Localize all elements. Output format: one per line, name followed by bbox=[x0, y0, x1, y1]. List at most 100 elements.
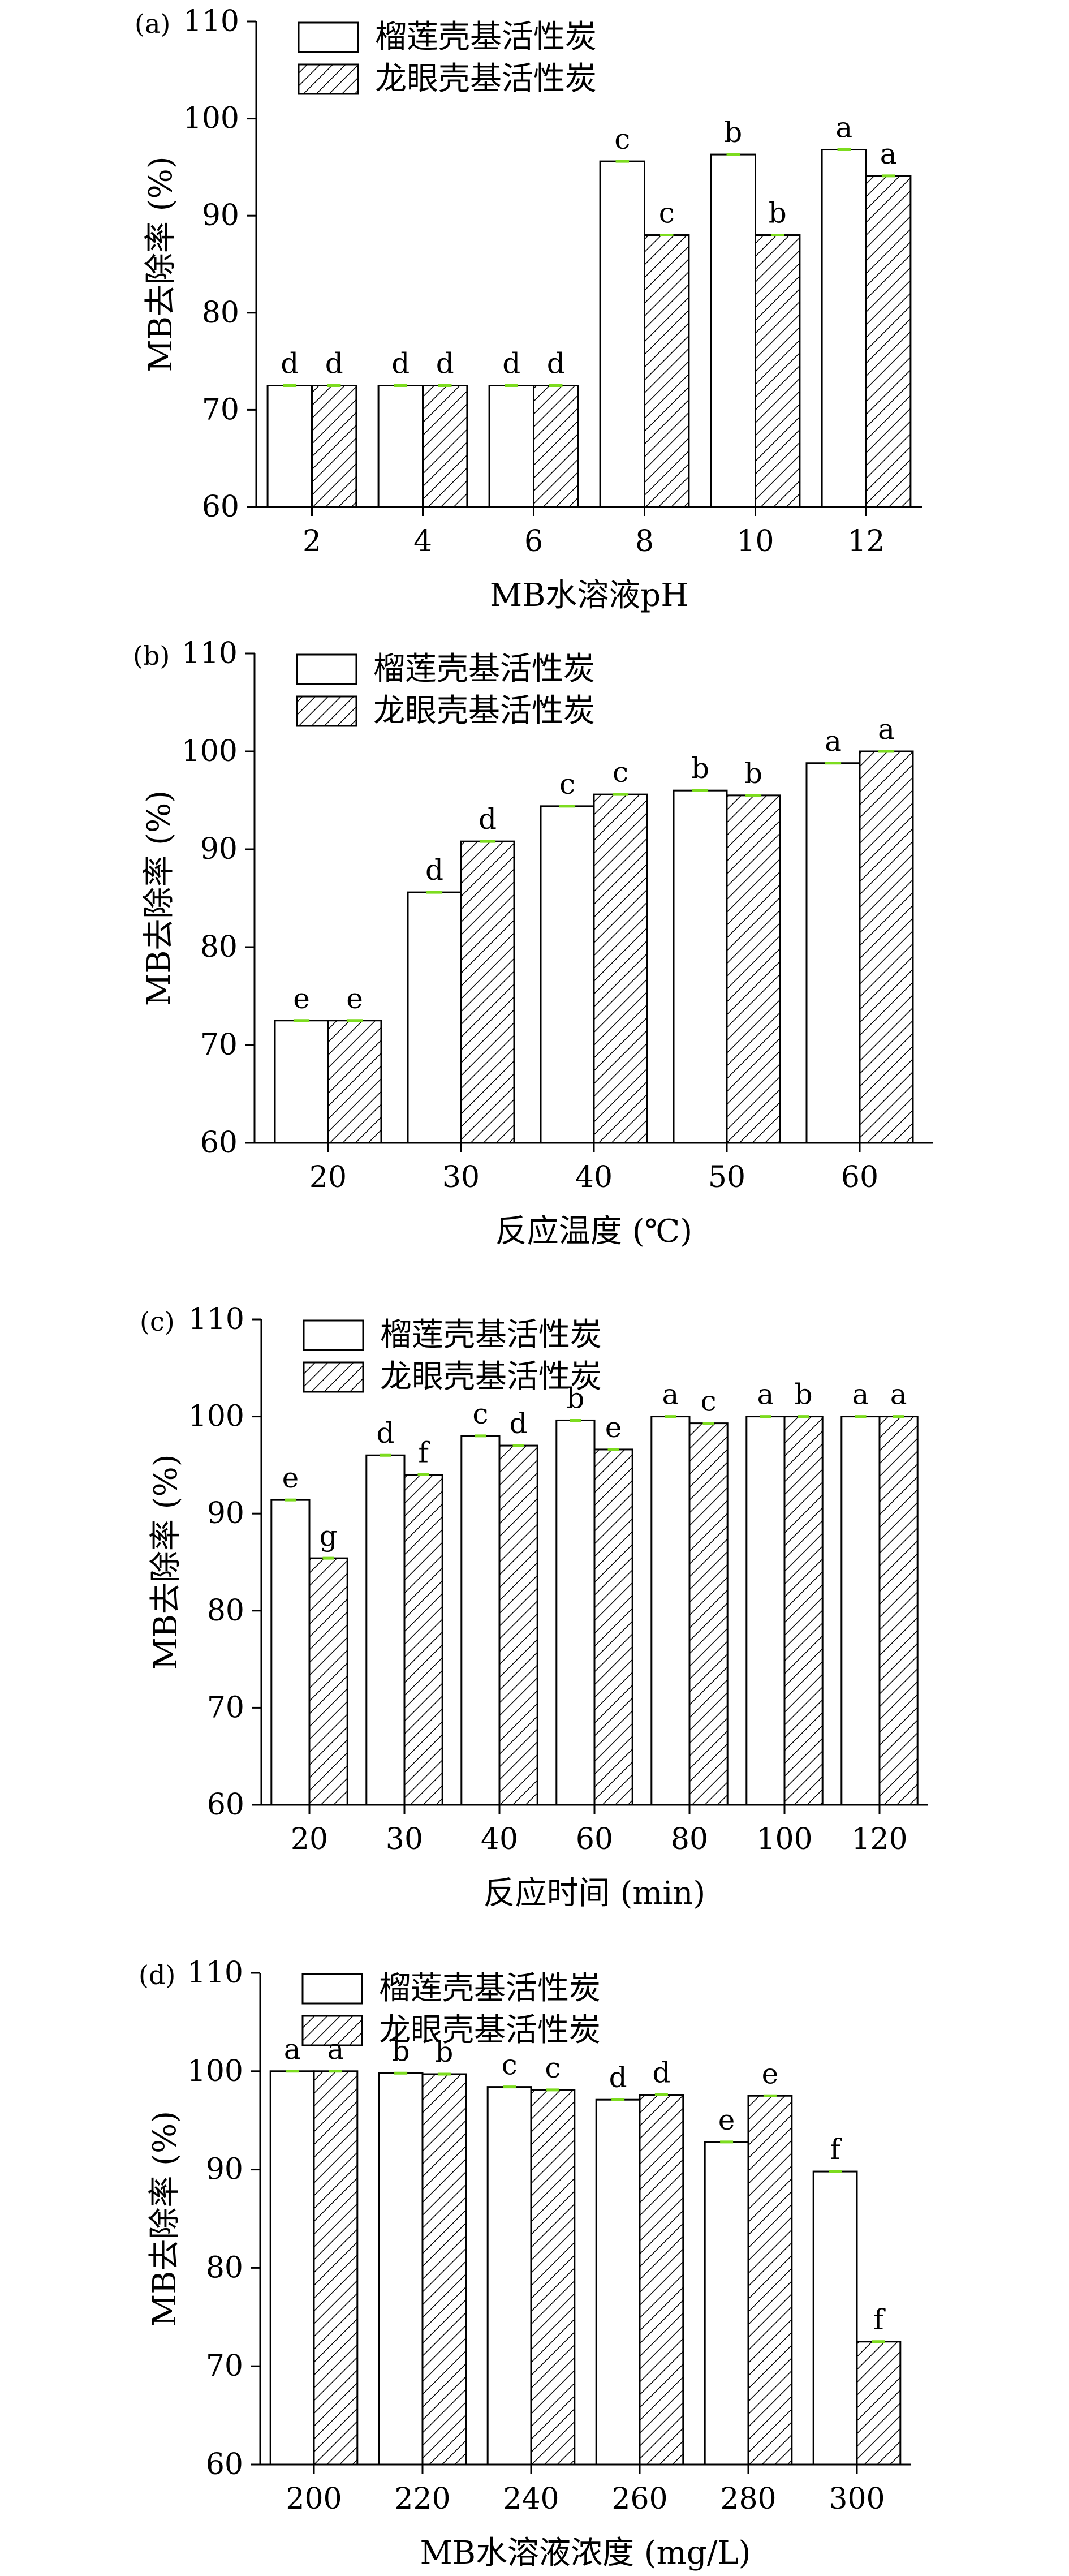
x-tick-label: 4 bbox=[413, 524, 432, 558]
significance-letter: c bbox=[614, 123, 630, 156]
y-tick-label: 80 bbox=[206, 2251, 243, 2285]
legend-swatch-durian bbox=[298, 21, 359, 53]
y-axis-title: MB去除率 (%) bbox=[143, 156, 179, 372]
x-tick-label: 40 bbox=[575, 1160, 613, 1194]
significance-letter: c bbox=[472, 1397, 488, 1430]
legend-swatch-durian bbox=[296, 653, 357, 685]
y-tick-label: 60 bbox=[206, 2448, 243, 2482]
significance-letter: a bbox=[757, 1378, 774, 1411]
bar-durian bbox=[673, 789, 728, 1144]
significance-letter: e bbox=[293, 982, 310, 1015]
y-tick-label: 70 bbox=[202, 393, 239, 427]
x-tick-label: 200 bbox=[286, 2482, 342, 2516]
x-axis-title: 反应温度 (℃) bbox=[495, 1213, 692, 1250]
significance-letter: e bbox=[718, 2104, 735, 2136]
bar-durian bbox=[460, 1435, 501, 1806]
bar-longan bbox=[308, 1557, 348, 1806]
bar-longan bbox=[403, 1474, 443, 1806]
bar-longan bbox=[311, 385, 357, 508]
bar-durian bbox=[805, 762, 861, 1144]
significance-letter: b bbox=[769, 197, 787, 230]
legend-swatch-durian bbox=[303, 1319, 364, 1351]
bar-durian bbox=[840, 1416, 881, 1806]
significance-letter: c bbox=[659, 197, 675, 230]
bar-longan bbox=[688, 1422, 729, 1806]
x-tick-label: 6 bbox=[524, 524, 543, 558]
x-tick-label: 30 bbox=[386, 1822, 423, 1856]
significance-letter: c bbox=[502, 2049, 518, 2082]
x-tick-label: 280 bbox=[720, 2482, 776, 2516]
bar-durian bbox=[650, 1416, 691, 1806]
significance-letter: a bbox=[878, 713, 895, 746]
significance-letter: b bbox=[691, 752, 709, 785]
bar-durian bbox=[704, 2141, 749, 2466]
bar-durian bbox=[266, 385, 313, 508]
y-tick-label: 60 bbox=[202, 490, 239, 524]
bar-durian bbox=[595, 2098, 641, 2466]
legend-label-durian: 榴莲壳基活性炭 bbox=[379, 1970, 601, 2007]
legend-swatch-longan bbox=[303, 1361, 364, 1393]
significance-letter: e bbox=[605, 1411, 622, 1444]
y-tick-label: 70 bbox=[207, 1691, 244, 1724]
significance-letter: d bbox=[281, 347, 299, 380]
y-tick-label: 80 bbox=[200, 930, 238, 964]
legend-label-longan: 龙眼壳基活性炭 bbox=[380, 1358, 602, 1395]
chart-panel-b: (b) e e 20 d d 30 c c 40 b b 50 a a 60 60 70 80 90 100 110 反应温… bbox=[133, 637, 933, 1250]
y-tick-label: 110 bbox=[187, 1956, 243, 1990]
significance-letter: a bbox=[284, 2033, 301, 2066]
significance-letter: c bbox=[559, 768, 575, 801]
x-tick-label: 12 bbox=[847, 524, 885, 558]
x-tick-label: 260 bbox=[611, 2482, 667, 2516]
significance-letter: e bbox=[346, 982, 363, 1015]
bar-longan bbox=[639, 2094, 684, 2466]
bar-durian bbox=[821, 149, 867, 508]
significance-letter: a bbox=[825, 725, 842, 758]
y-tick-label: 110 bbox=[182, 637, 238, 670]
bar-longan bbox=[783, 1416, 824, 1806]
x-tick-label: 20 bbox=[309, 1160, 347, 1194]
bar-longan bbox=[644, 234, 690, 508]
y-tick-label: 110 bbox=[188, 1302, 244, 1336]
bar-longan bbox=[313, 2070, 359, 2466]
x-tick-label: 8 bbox=[635, 524, 654, 558]
x-tick-label: 10 bbox=[736, 524, 774, 558]
bar-durian bbox=[407, 891, 462, 1144]
bar-durian bbox=[540, 805, 595, 1144]
panel-label: (c) bbox=[140, 1306, 175, 1337]
x-tick-label: 40 bbox=[481, 1822, 518, 1856]
legend-swatch-longan bbox=[301, 2015, 363, 2046]
bar-longan bbox=[593, 1448, 633, 1806]
y-tick-label: 100 bbox=[183, 102, 239, 136]
significance-letter: d bbox=[376, 1417, 394, 1450]
bar-durian bbox=[710, 153, 756, 508]
y-tick-label: 100 bbox=[182, 734, 238, 768]
y-tick-label: 80 bbox=[202, 296, 239, 330]
bar-durian bbox=[486, 2086, 532, 2466]
x-tick-label: 100 bbox=[756, 1822, 812, 1856]
significance-letter: d bbox=[436, 347, 454, 380]
x-tick-label: 240 bbox=[503, 2482, 559, 2516]
bar-durian bbox=[270, 1499, 311, 1806]
bar-longan bbox=[422, 385, 468, 508]
y-tick-label: 70 bbox=[200, 1028, 238, 1062]
bar-longan bbox=[747, 2095, 793, 2466]
legend-swatch-longan bbox=[298, 63, 359, 95]
legend-label-durian: 榴莲壳基活性炭 bbox=[375, 19, 597, 55]
y-tick-label: 80 bbox=[207, 1594, 244, 1628]
x-tick-label: 300 bbox=[829, 2482, 885, 2516]
bar-durian bbox=[555, 1419, 596, 1806]
y-tick-label: 90 bbox=[202, 199, 239, 233]
bar-durian bbox=[812, 2170, 858, 2466]
legend-label-longan: 龙眼壳基活性炭 bbox=[379, 2012, 601, 2049]
significance-letter: b bbox=[724, 116, 742, 149]
legend-label-longan: 龙眼壳基活性炭 bbox=[375, 61, 597, 97]
bar-durian bbox=[599, 160, 645, 508]
y-axis-title: MB去除率 (%) bbox=[148, 1454, 184, 1670]
bar-durian bbox=[488, 385, 534, 508]
x-tick-label: 60 bbox=[841, 1160, 878, 1194]
bar-longan bbox=[878, 1416, 919, 1806]
y-tick-label: 60 bbox=[207, 1788, 244, 1822]
significance-letter: d bbox=[391, 347, 410, 380]
